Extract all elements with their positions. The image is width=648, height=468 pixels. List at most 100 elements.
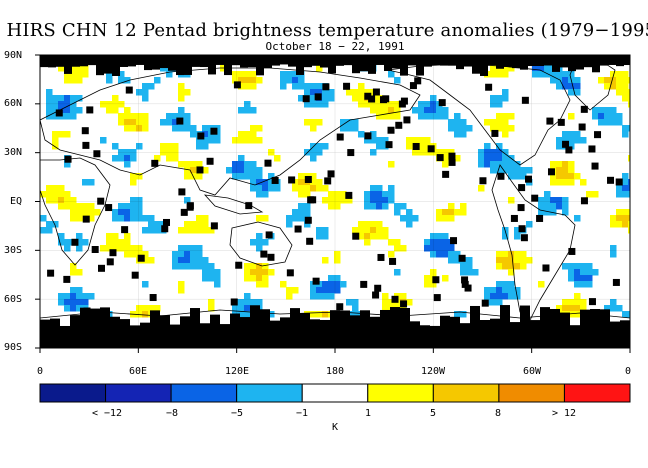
missing-data-square bbox=[432, 276, 440, 284]
cold-anomaly-cell bbox=[256, 167, 263, 174]
missing-data-square bbox=[448, 158, 456, 166]
cold-anomaly-cell bbox=[442, 113, 449, 120]
missing-data-square bbox=[322, 83, 330, 91]
missing-data-square bbox=[343, 82, 351, 90]
missing-data-square bbox=[109, 249, 117, 257]
cold-anomaly-cell bbox=[430, 233, 437, 240]
cold-anomaly-cell bbox=[118, 155, 125, 162]
warm-anomaly-cell bbox=[58, 65, 65, 72]
missing-data-block bbox=[230, 313, 240, 334]
missing-data-square bbox=[260, 250, 268, 258]
warm-anomaly-cell bbox=[382, 101, 389, 108]
missing-data-block bbox=[296, 62, 304, 75]
cold-anomaly-cell bbox=[628, 311, 630, 318]
cold-anomaly-cell bbox=[406, 215, 413, 222]
cold-anomaly-cell bbox=[340, 119, 347, 126]
warm-anomaly-cell bbox=[382, 293, 389, 300]
missing-data-block bbox=[264, 62, 272, 69]
cold-anomaly-cell bbox=[190, 251, 197, 258]
cold-anomaly-cell bbox=[502, 89, 509, 96]
missing-data-square bbox=[464, 284, 472, 292]
warm-anomaly-cell bbox=[628, 227, 630, 234]
warm-anomaly-cell bbox=[334, 257, 341, 264]
missing-data-square bbox=[314, 93, 322, 101]
missing-data-square bbox=[137, 254, 145, 262]
missing-data-square bbox=[230, 298, 238, 306]
warm-anomaly-cell bbox=[334, 251, 341, 258]
cold-anomaly-cell bbox=[238, 311, 245, 318]
missing-data-square bbox=[580, 197, 588, 205]
missing-data-block bbox=[620, 320, 630, 334]
warm-anomaly-cell bbox=[178, 281, 185, 288]
warm-anomaly-cell bbox=[166, 143, 173, 150]
warm-anomaly-cell bbox=[136, 173, 143, 180]
missing-data-square bbox=[372, 88, 380, 96]
cold-anomaly-cell bbox=[196, 257, 203, 264]
warm-anomaly-cell bbox=[442, 209, 449, 216]
warm-anomaly-cell bbox=[370, 233, 377, 240]
lat-label-30n: 30N bbox=[4, 147, 23, 158]
cold-anomaly-cell bbox=[124, 149, 131, 156]
cold-anomaly-cell bbox=[370, 197, 377, 204]
cold-anomaly-cell bbox=[190, 263, 197, 270]
warm-anomaly-cell bbox=[400, 293, 407, 300]
cold-anomaly-cell bbox=[208, 137, 215, 144]
lon-label-0: 0 bbox=[36, 366, 44, 377]
cold-anomaly-cell bbox=[142, 215, 149, 222]
warm-anomaly-cell bbox=[562, 167, 569, 174]
missing-data-square bbox=[210, 222, 218, 230]
warm-anomaly-cell bbox=[208, 305, 215, 312]
warm-anomaly-cell bbox=[502, 251, 509, 258]
warm-anomaly-cell bbox=[70, 71, 77, 78]
cold-anomaly-cell bbox=[418, 113, 425, 120]
missing-data-block bbox=[410, 321, 420, 334]
cold-anomaly-cell bbox=[628, 125, 630, 132]
missing-data-block bbox=[300, 313, 310, 334]
warm-anomaly-cell bbox=[604, 83, 611, 90]
warm-anomaly-cell bbox=[388, 113, 395, 120]
cold-anomaly-cell bbox=[316, 293, 323, 300]
warm-anomaly-cell bbox=[184, 89, 191, 96]
cold-anomaly-cell bbox=[172, 257, 179, 264]
warm-anomaly-cell bbox=[196, 227, 203, 234]
cold-anomaly-cell bbox=[244, 107, 251, 114]
warm-anomaly-cell bbox=[130, 113, 137, 120]
missing-data-square bbox=[121, 226, 129, 234]
warm-anomaly-cell bbox=[508, 113, 515, 120]
cold-anomaly-cell bbox=[478, 155, 485, 162]
colorbar-swatch bbox=[170, 383, 238, 403]
missing-data-square bbox=[562, 140, 570, 148]
cold-anomaly-cell bbox=[148, 221, 155, 228]
cold-anomaly-cell bbox=[424, 101, 431, 108]
missing-data-square bbox=[235, 261, 243, 269]
cold-anomaly-cell bbox=[430, 245, 437, 252]
warm-anomaly-cell bbox=[142, 119, 149, 126]
cold-anomaly-cell bbox=[82, 293, 89, 300]
cold-anomaly-cell bbox=[202, 137, 209, 144]
warm-anomaly-cell bbox=[400, 245, 407, 252]
cold-anomaly-cell bbox=[118, 215, 125, 222]
cold-anomaly-cell bbox=[430, 95, 437, 102]
warm-anomaly-cell bbox=[310, 179, 317, 186]
cold-anomaly-cell bbox=[496, 293, 503, 300]
warm-anomaly-cell bbox=[436, 149, 443, 156]
cold-anomaly-cell bbox=[178, 113, 185, 120]
warm-anomaly-cell bbox=[202, 215, 209, 222]
warm-anomaly-cell bbox=[154, 305, 161, 312]
cold-anomaly-cell bbox=[328, 275, 335, 282]
warm-anomaly-cell bbox=[298, 179, 305, 186]
cold-anomaly-cell bbox=[196, 137, 203, 144]
warm-anomaly-cell bbox=[316, 119, 323, 126]
warm-anomaly-cell bbox=[382, 305, 389, 312]
missing-data-block bbox=[400, 62, 408, 76]
lat-label-90n: 90N bbox=[4, 50, 23, 61]
warm-anomaly-cell bbox=[244, 275, 251, 282]
warm-anomaly-cell bbox=[508, 125, 515, 132]
missing-data-band-north bbox=[40, 55, 630, 62]
cold-anomaly-cell bbox=[238, 167, 245, 174]
cold-anomaly-cell bbox=[370, 137, 377, 144]
warm-anomaly-cell bbox=[382, 107, 389, 114]
warm-anomaly-cell bbox=[388, 161, 395, 168]
cold-anomaly-cell bbox=[400, 203, 407, 210]
cold-anomaly-cell bbox=[70, 107, 77, 114]
